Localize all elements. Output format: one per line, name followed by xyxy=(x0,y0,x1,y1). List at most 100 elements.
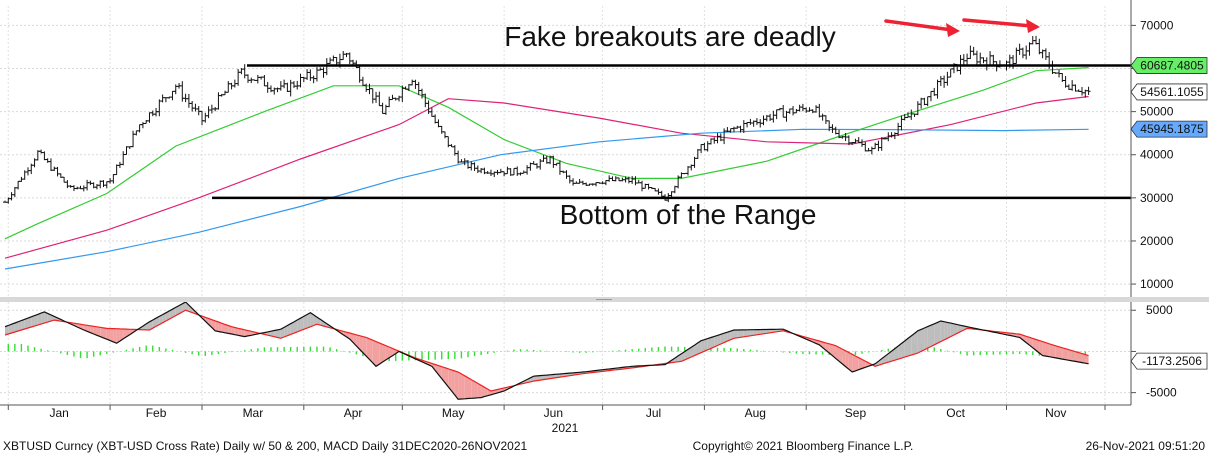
macd-series xyxy=(4,301,1089,400)
macd-fill xyxy=(284,325,288,337)
macd-fill xyxy=(310,312,314,327)
macd-value-tag-label: -1173.2506 xyxy=(1142,354,1202,368)
x-month-label: Sep xyxy=(845,406,867,420)
macd-fill xyxy=(957,324,961,334)
x-month-label: Oct xyxy=(946,406,965,420)
macd-fill xyxy=(1068,349,1073,361)
macd-fill xyxy=(231,326,235,335)
macd-fill xyxy=(172,307,176,318)
macd-fill xyxy=(747,329,751,337)
x-month-label: Mar xyxy=(243,406,264,420)
macd-fill xyxy=(730,330,734,340)
x-month-label: Aug xyxy=(745,406,766,420)
macd-fill xyxy=(435,364,439,375)
macd-fill xyxy=(740,329,744,338)
macd-fill xyxy=(756,329,761,335)
price-tick-label: 70000 xyxy=(1140,18,1174,32)
macd-fill xyxy=(270,330,275,337)
macd-fill xyxy=(369,338,373,363)
macd-fill xyxy=(149,319,153,331)
macd-fill xyxy=(185,302,189,312)
arrow-head xyxy=(946,23,960,37)
macd-fill xyxy=(848,352,853,373)
macd-fill xyxy=(162,312,166,323)
price-tick-label: 20000 xyxy=(1140,234,1174,248)
macd-fill xyxy=(218,322,222,333)
arrow-head xyxy=(1026,19,1040,33)
macd-fill xyxy=(287,323,291,336)
macd-fill xyxy=(1032,338,1037,351)
macd-fill xyxy=(175,305,180,316)
macd-fill xyxy=(763,329,767,334)
breakout-arrows xyxy=(884,18,1040,37)
macd-fill xyxy=(852,354,856,373)
macd-fill xyxy=(743,329,748,337)
macd-fill xyxy=(96,326,101,337)
macd-fill xyxy=(21,319,25,331)
macd-fill xyxy=(169,309,173,320)
macd-fill xyxy=(119,328,124,342)
macd-fill xyxy=(697,340,702,355)
macd-fill xyxy=(1045,342,1050,357)
macd-fill xyxy=(458,372,462,400)
x-month-label: Jul xyxy=(646,406,661,420)
macd-fill xyxy=(694,342,698,356)
annotation-fake-breakouts: Fake breakouts are deadly xyxy=(504,21,836,52)
macd-fill xyxy=(839,347,843,364)
macd-fill xyxy=(1052,344,1056,358)
macd-fill xyxy=(474,381,478,399)
macd-fill xyxy=(313,314,317,326)
macd-fill xyxy=(710,336,715,349)
macd-fill xyxy=(159,314,163,325)
macd-fill xyxy=(41,311,45,325)
macd-fill xyxy=(681,351,685,362)
macd-fill xyxy=(44,311,48,324)
macd-fill xyxy=(533,375,537,382)
macd-fill xyxy=(445,367,449,387)
price-axis: 7000060000500004000030000200001000060687… xyxy=(1130,18,1208,291)
macd-fill xyxy=(100,327,104,338)
macd-fill xyxy=(845,350,849,370)
macd-fill xyxy=(687,347,692,359)
macd-fill xyxy=(1039,340,1043,356)
moving-average-line xyxy=(4,95,1089,259)
macd-fill xyxy=(300,316,304,331)
macd-fill xyxy=(54,316,58,321)
macd-fill xyxy=(106,328,111,341)
macd-value-tag xyxy=(1130,352,1208,370)
macd-fill xyxy=(280,327,285,339)
macd-fill xyxy=(540,375,544,381)
macd-signal-line xyxy=(4,309,1089,392)
macd-fill xyxy=(1085,354,1089,364)
price-tick-label: 10000 xyxy=(1140,277,1174,291)
macd-fill xyxy=(536,375,541,381)
macd-fill xyxy=(103,327,107,340)
macd-fill xyxy=(924,326,928,350)
macd-fill xyxy=(477,383,482,398)
macd-fill xyxy=(937,320,941,344)
range-lines xyxy=(212,64,1131,200)
price-value-tag xyxy=(1130,83,1208,101)
macd-axis: 5000 -5000 -1173.2506 xyxy=(1130,303,1208,400)
macd-fill xyxy=(1055,345,1060,359)
macd-fill xyxy=(5,325,9,335)
macd-fill xyxy=(720,333,725,345)
macd-fill xyxy=(293,320,298,334)
macd-fill xyxy=(47,313,51,323)
macd-fill xyxy=(724,332,728,343)
macd-fill xyxy=(274,329,278,338)
price-value-tag-label: 60687.4805 xyxy=(1140,59,1204,73)
macd-fill xyxy=(113,328,117,344)
x-month-label: Apr xyxy=(344,406,363,420)
macd-fill xyxy=(244,329,248,337)
macd-fill xyxy=(858,357,863,370)
macd-fill xyxy=(1075,351,1079,363)
price-tick-label: 50000 xyxy=(1140,105,1174,119)
macd-fill xyxy=(947,322,951,339)
macd-fill xyxy=(940,320,945,342)
macd-fill xyxy=(546,374,551,380)
macd-fill xyxy=(543,375,547,380)
macd-fill xyxy=(451,369,455,396)
macd-fill xyxy=(34,314,38,327)
